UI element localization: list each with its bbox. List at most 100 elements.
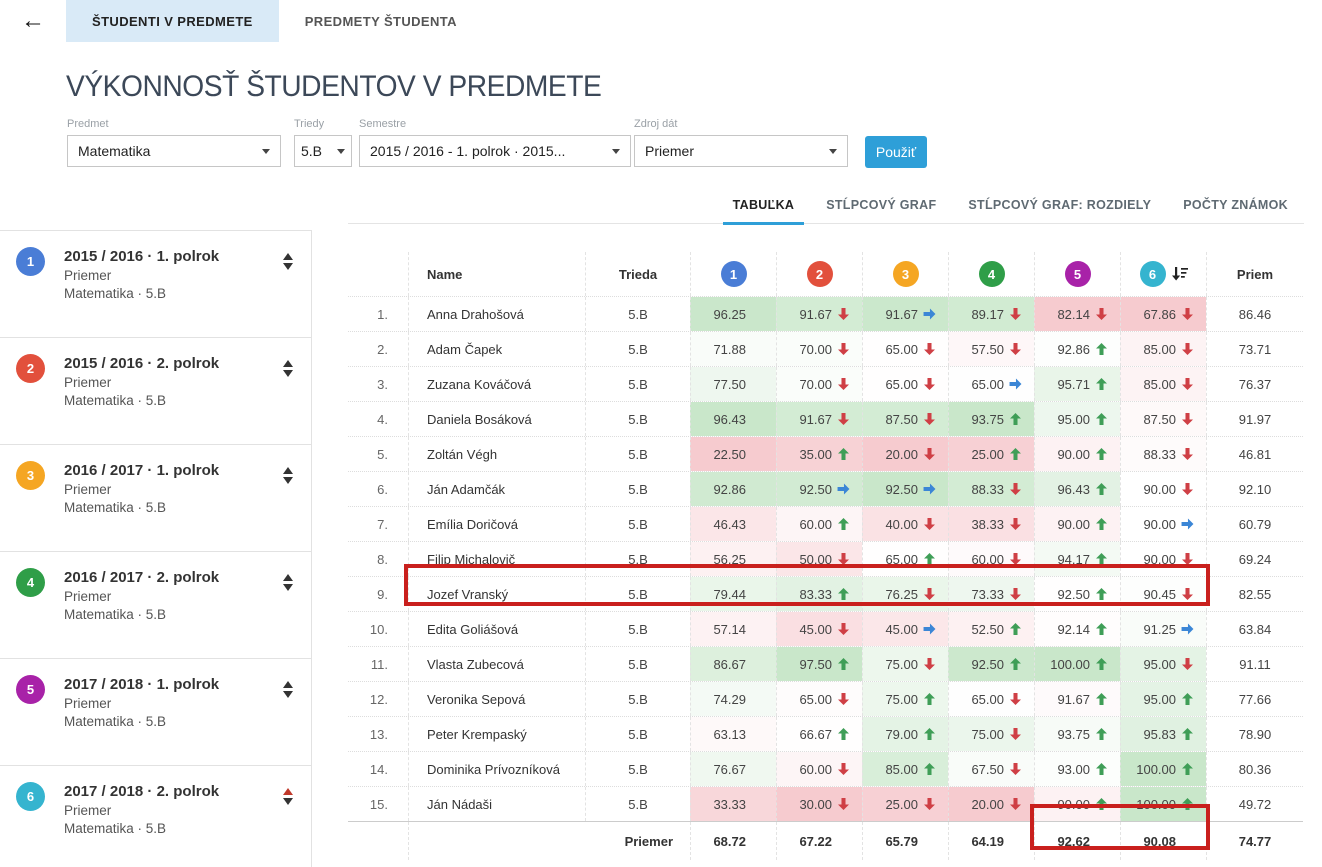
sort-up-icon[interactable] [283,467,293,474]
sort-down-icon[interactable] [283,691,293,698]
view-tab-4[interactable]: POČTY ZNÁMOK [1183,198,1288,212]
table-row[interactable]: 4. Daniela Bosáková 5.B 96.43 91.67 87.50 93.7… [348,401,1303,436]
view-tabs: TABUĽKA STĹPCOVÝ GRAF STĹPCOVÝ GRAF: ROZDI… [348,192,1304,225]
header-series-4-badge[interactable]: 4 [978,261,1005,287]
sort-up-icon[interactable] [283,681,293,688]
series-sort-control[interactable] [283,681,293,698]
score-cell: 86.67 [690,647,776,681]
table-row[interactable]: 6. Ján Adamčák 5.B 92.86 92.50 92.50 88.33 96.4… [348,471,1303,506]
series-subject-class: Matematika · 5.B [64,713,167,729]
table-row[interactable]: 13. Peter Krempaský 5.B 63.13 66.67 79.00 75.0… [348,716,1303,751]
score-cell: 88.33 [1120,437,1206,471]
trend-up-icon [923,763,935,776]
trend-same-icon [837,483,849,496]
sort-down-icon[interactable] [283,263,293,270]
table-row[interactable]: 7. Emília Doričová 5.B 46.43 60.00 40.00 38.33… [348,506,1303,541]
row-number: 7. [377,516,388,532]
cell-value: 79.44 [713,586,746,602]
table-row[interactable]: 12. Veronika Sepová 5.B 74.29 65.00 75.00 65.0… [348,681,1303,716]
predmet-select[interactable]: Matematika [67,135,281,167]
student-average: 46.81 [1206,437,1303,471]
table-row[interactable]: 10. Edita Goliášová 5.B 57.14 45.00 45.00 52.5… [348,611,1303,646]
header-trieda[interactable]: Trieda [585,252,690,296]
sort-down-icon[interactable] [283,584,293,591]
header-series-5-badge[interactable]: 5 [1064,261,1091,287]
header-series-3[interactable]: 3 [862,252,948,296]
footer-average: 67.22 [776,822,862,860]
score-cell: 85.00 [1120,367,1206,401]
student-class: 5.B [585,682,690,716]
header-series-6-badge[interactable]: 6 [1139,261,1166,287]
table-row[interactable]: 15. Ján Nádaši 5.B 33.33 30.00 25.00 20.00 90.0… [348,786,1303,821]
sidebar-series-item-5[interactable]: 5 2017 / 2018 · 1. polrok Priemer Matematik… [0,659,311,766]
sort-up-icon[interactable] [283,788,293,795]
cell-value: 65.00 [799,691,832,707]
series-sort-control[interactable] [283,360,293,377]
table-row[interactable]: 14. Dominika Prívozníková 5.B 76.67 60.00 85.… [348,751,1303,786]
header-series-2[interactable]: 2 [776,252,862,296]
header-series-6[interactable]: 6 [1120,252,1206,296]
table-row[interactable]: 11. Vlasta Zubecová 5.B 86.67 97.50 75.00 92.5… [348,646,1303,681]
header-series-5[interactable]: 5 [1034,252,1120,296]
score-cell: 96.43 [1034,472,1120,506]
top-tab-2[interactable]: PREDMETY ŠTUDENTA [304,13,457,29]
series-sort-control[interactable] [283,788,293,805]
table-row[interactable]: 9. Jozef Vranský 5.B 79.44 83.33 76.25 73.33 92… [348,576,1303,611]
score-cell: 35.00 [776,437,862,471]
sidebar-series-item-6[interactable]: 6 2017 / 2018 · 2. polrok Priemer Matematik… [0,766,311,867]
top-tab-1[interactable]: ŠTUDENTI V PREDMETE [66,0,279,42]
header-series-4[interactable]: 4 [948,252,1034,296]
triedy-select[interactable]: 5.B [294,135,352,167]
trend-up-icon [1095,378,1107,391]
sidebar-series-item-3[interactable]: 3 2016 / 2017 · 1. polrok Priemer Matematik… [0,445,311,552]
cell-value: 91.25 [1143,621,1176,637]
cell-value: 57.14 [713,621,746,637]
apply-button[interactable]: Použiť [865,136,927,168]
table-row[interactable]: 5. Zoltán Végh 5.B 22.50 35.00 20.00 25.00 90.0… [348,436,1303,471]
series-sort-control[interactable] [283,253,293,270]
score-cell: 25.00 [948,437,1034,471]
cell-value: 92.50 [1057,586,1090,602]
trend-up-icon [1095,623,1107,636]
trend-down-icon [1181,378,1193,391]
score-cell: 63.13 [690,717,776,751]
view-tab-1[interactable]: TABUĽKA [717,192,811,225]
row-number: 14. [369,761,388,777]
view-tab-3[interactable]: STĹPCOVÝ GRAF: ROZDIELY [968,198,1152,212]
sort-up-icon[interactable] [283,360,293,367]
sort-down-icon[interactable] [283,798,293,805]
table-row[interactable]: 2. Adam Čapek 5.B 71.88 70.00 65.00 57.50 92.86… [348,331,1303,366]
series-sort-control[interactable] [283,467,293,484]
semestre-select[interactable]: 2015 / 2016 - 1. polrok · 2015... [359,135,631,167]
score-cell: 52.50 [948,612,1034,646]
chevron-down-icon [612,148,620,154]
table-row[interactable]: 8. Filip Michalovič 5.B 56.25 50.00 65.00 60.0… [348,541,1303,576]
score-cell: 20.00 [862,437,948,471]
sidebar-series-item-1[interactable]: 1 2015 / 2016 · 1. polrok Priemer Matematik… [0,231,311,338]
header-series-1-badge[interactable]: 1 [720,261,747,287]
header-series-1[interactable]: 1 [690,252,776,296]
back-arrow-icon[interactable]: ← [21,7,45,34]
series-sort-control[interactable] [283,574,293,591]
header-priem[interactable]: Priem [1206,252,1303,296]
cell-value: 100.00 [1136,796,1176,812]
sidebar-series-item-4[interactable]: 4 2016 / 2017 · 2. polrok Priemer Matematik… [0,552,311,659]
header-series-3-badge[interactable]: 3 [892,261,919,287]
header-name[interactable]: Name [408,252,585,296]
score-cell: 90.00 [1034,787,1120,821]
sort-down-icon[interactable] [283,370,293,377]
sidebar-series-item-2[interactable]: 2 2015 / 2016 · 2. polrok Priemer Matematik… [0,338,311,445]
trend-none [751,728,763,741]
header-series-2-badge[interactable]: 2 [806,261,833,287]
zdroj-dat-select[interactable]: Priemer [634,135,848,167]
score-cell: 92.86 [690,472,776,506]
view-tab-2[interactable]: STĹPCOVÝ GRAF [826,198,937,212]
table-row[interactable]: 1. Anna Drahošová 5.B 96.25 91.67 91.67 89.17 8… [348,296,1303,331]
score-cell: 73.33 [948,577,1034,611]
sort-up-icon[interactable] [283,574,293,581]
cell-value: 45.00 [885,621,918,637]
trend-none [751,763,763,776]
table-row[interactable]: 3. Zuzana Kováčová 5.B 77.50 70.00 65.00 65.00… [348,366,1303,401]
sort-up-icon[interactable] [283,253,293,260]
sort-down-icon[interactable] [283,477,293,484]
